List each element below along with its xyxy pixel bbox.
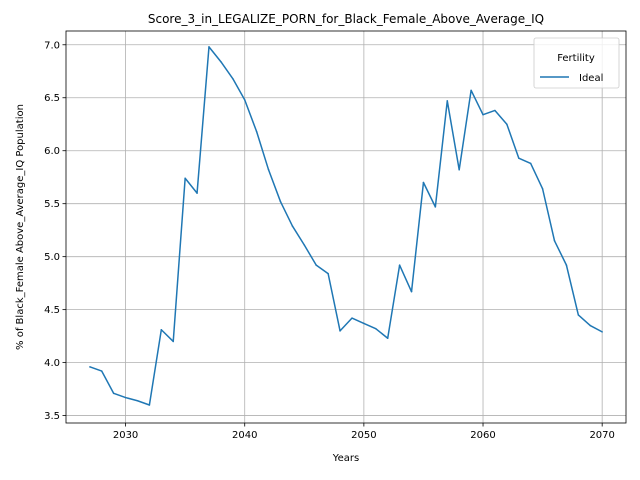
data-point [136, 400, 139, 402]
legend-box [533, 37, 620, 89]
data-point [243, 99, 246, 101]
x-tick-label: 2040 [232, 430, 257, 441]
data-point [398, 264, 401, 266]
x-tick-label: 2060 [470, 430, 495, 441]
y-tick-label: 4.0 [44, 358, 60, 369]
x-tick-label: 2050 [351, 430, 376, 441]
x-tick-label: 2070 [589, 430, 614, 441]
data-point [327, 272, 329, 275]
data-point [541, 188, 544, 190]
legend: Fertility Ideal [533, 37, 620, 89]
y-tick-label: 6.0 [44, 146, 60, 157]
grid-lines [66, 31, 626, 423]
data-point [470, 89, 472, 92]
data-point [232, 77, 234, 80]
data-point [529, 162, 532, 165]
y-tick-label: 7.0 [44, 40, 60, 51]
data-point [351, 317, 353, 319]
y-tick-label: 3.5 [44, 411, 60, 422]
x-axis-ticks: 2030 2040 2050 2060 2070 [113, 423, 615, 441]
data-point [601, 331, 603, 333]
data-point [196, 192, 198, 194]
series-line-ideal [89, 46, 603, 406]
data-point [589, 324, 592, 327]
data-point [279, 200, 282, 203]
data-point [220, 60, 222, 63]
plot-frame [65, 30, 627, 424]
data-point [124, 396, 127, 399]
data-point [339, 330, 341, 332]
data-point [363, 322, 365, 325]
y-tick-label: 5.5 [44, 199, 60, 210]
y-axis-label: % of Black_Female Above_Average_IQ Popul… [15, 104, 26, 350]
legend-title: Fertility [557, 53, 595, 64]
data-point [172, 340, 174, 343]
data-point [565, 264, 568, 266]
data-point [518, 157, 520, 159]
data-point [422, 181, 425, 184]
data-point [267, 169, 270, 171]
series-layer [89, 46, 603, 406]
data-point [446, 100, 449, 102]
data-point [303, 244, 306, 246]
y-tick-label: 6.5 [44, 93, 60, 104]
x-tick-label: 2030 [113, 430, 138, 441]
legend-label-ideal: Ideal [579, 73, 603, 84]
data-point [553, 240, 556, 242]
y-axis-ticks: 3.5 4.0 4.5 5.0 5.5 6.0 6.5 7.0 [44, 40, 66, 422]
data-point [89, 366, 91, 368]
y-tick-label: 4.5 [44, 305, 60, 316]
data-point [577, 314, 580, 316]
data-point [148, 404, 151, 406]
data-point [458, 169, 460, 171]
data-point [375, 327, 377, 330]
data-point [494, 109, 496, 112]
chart-title: Score_3_in_LEGALIZE_PORN_for_Black_Femal… [148, 12, 544, 26]
data-point [291, 225, 294, 227]
data-point [208, 46, 210, 48]
data-point [184, 177, 186, 180]
data-point [434, 206, 437, 208]
data-point [410, 290, 413, 293]
data-point [255, 130, 258, 133]
x-axis-label: Years [332, 453, 359, 464]
data-point [160, 329, 163, 331]
data-point [100, 370, 103, 372]
data-point [506, 123, 508, 125]
data-point [315, 264, 317, 266]
data-point [386, 337, 389, 339]
y-tick-label: 5.0 [44, 252, 60, 263]
data-point [112, 392, 115, 395]
data-point [482, 113, 484, 116]
